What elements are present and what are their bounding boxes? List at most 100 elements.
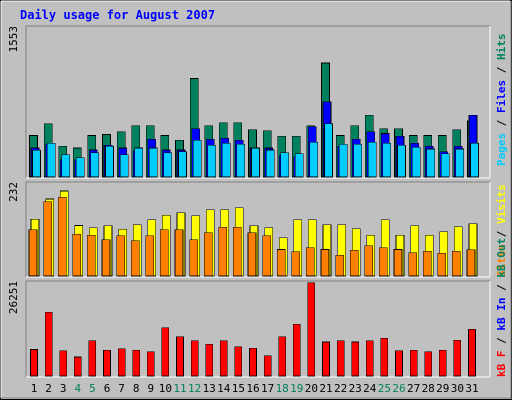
x-tick-label: 28 [422, 382, 435, 395]
legend-separator: / [495, 113, 508, 133]
legend-separator: / [495, 278, 508, 298]
legend-separator: / [495, 224, 508, 244]
bar-pages [397, 144, 406, 178]
legend: kB F / kB In / kB Out [495, 238, 508, 377]
bar-pages [192, 139, 202, 178]
x-tick-label: 18 [276, 382, 289, 395]
bar-kbf [44, 311, 53, 377]
bar-sites [393, 249, 403, 277]
bar-pages [280, 152, 290, 178]
bar-sites [466, 249, 476, 277]
x-tick-label: 27 [407, 382, 420, 395]
bar-pages [90, 152, 100, 178]
bar-sites [160, 229, 169, 277]
x-tick-label: 22 [334, 382, 347, 395]
bar-pages [46, 142, 56, 178]
legend-item: kB In [495, 298, 508, 331]
bar-kbf [30, 349, 38, 377]
x-tick-label: 11 [173, 382, 186, 395]
bar-kbf [278, 336, 287, 377]
x-tick-label: 8 [133, 382, 140, 395]
bar-kbf [438, 349, 447, 377]
bar-pages [119, 154, 129, 178]
bar-pages [149, 147, 158, 178]
bar-sites [203, 232, 213, 277]
bar-kbf [263, 355, 272, 377]
bar-pages [76, 157, 85, 178]
bar-pages [338, 143, 348, 178]
bar-kbf [161, 327, 170, 377]
bar-kbf [176, 336, 184, 377]
bar-kbf [249, 347, 257, 377]
bar-sites [379, 247, 388, 277]
bar-sites [335, 254, 344, 277]
bar-sites [43, 201, 52, 277]
x-tick-label: 24 [363, 382, 377, 395]
x-tick-label: 4 [74, 382, 81, 395]
bar-pages [134, 147, 143, 178]
bar-pages [411, 146, 421, 178]
bar-kbf [424, 351, 433, 377]
x-tick-label: 15 [232, 382, 245, 395]
x-tick-label: 29 [436, 382, 449, 395]
x-tick-label: 13 [203, 382, 216, 395]
legend-separator: / [495, 331, 508, 351]
x-tick-label: 25 [378, 382, 391, 395]
legend-item: kB F [495, 351, 508, 378]
bar-pages [309, 141, 319, 178]
bar-pages [324, 123, 333, 178]
bar-kbf [468, 329, 476, 377]
bar-kbf [336, 340, 345, 377]
bar-kbf [380, 338, 389, 377]
bar-sites [189, 239, 198, 277]
bar-pages [32, 150, 41, 178]
bar-kbf [322, 341, 330, 377]
bar-sites [262, 235, 271, 277]
bar-pages [178, 151, 187, 178]
bar-sites [291, 251, 301, 277]
bar-sites [57, 197, 67, 277]
bar-sites [364, 245, 374, 277]
bar-sites [408, 252, 417, 277]
bar-sites [233, 226, 242, 277]
bar-kbf [395, 350, 403, 377]
x-tick-label: 31 [465, 382, 478, 395]
bar-sites [320, 249, 330, 277]
bar-sites [174, 229, 184, 277]
bar-sites [72, 234, 82, 277]
x-tick-label: 30 [451, 382, 464, 395]
bar-sites [130, 240, 140, 277]
chart-title: Daily usage for August 2007 [20, 8, 215, 22]
bar-pages [265, 149, 275, 178]
bar-sites [28, 229, 38, 277]
bar-pages [236, 143, 246, 178]
x-tick-label: 14 [217, 382, 231, 395]
bar-pages [222, 142, 231, 178]
legend: Sites / Visits [495, 184, 508, 277]
bar-sites [306, 247, 315, 277]
x-tick-label: 12 [188, 382, 201, 395]
x-tick-label: 3 [60, 382, 67, 395]
y-max-label: 1553 [7, 26, 20, 53]
panel-3: 26251 kB F / kB In / kB Out [7, 238, 508, 378]
y-max-label: 232 [7, 182, 20, 202]
bar-kbf [234, 346, 243, 377]
legend-item: Hits [495, 34, 508, 61]
x-tick-label: 16 [246, 382, 259, 395]
x-tick-label: 23 [349, 382, 362, 395]
x-tick-label: 6 [104, 382, 111, 395]
bar-kbf [220, 340, 228, 377]
panel-1: 1553 Pages / Files / Hits [7, 25, 508, 179]
bar-pages [294, 153, 304, 178]
bar-kbf [205, 343, 213, 377]
bar-sites [145, 235, 155, 277]
x-tick-label: 19 [290, 382, 303, 395]
bar-pages [426, 148, 436, 178]
bar-pages [207, 144, 216, 178]
bar-sites [87, 234, 96, 277]
bar-pages [382, 142, 392, 178]
x-tick-labels: 1 2 3 4 5 6 7 8 9 10 11 12 13 14 15 16 17 18 19 20 21 22 23 24 2… [31, 382, 479, 395]
bar-pages [251, 147, 260, 178]
bar-sites [422, 250, 432, 277]
